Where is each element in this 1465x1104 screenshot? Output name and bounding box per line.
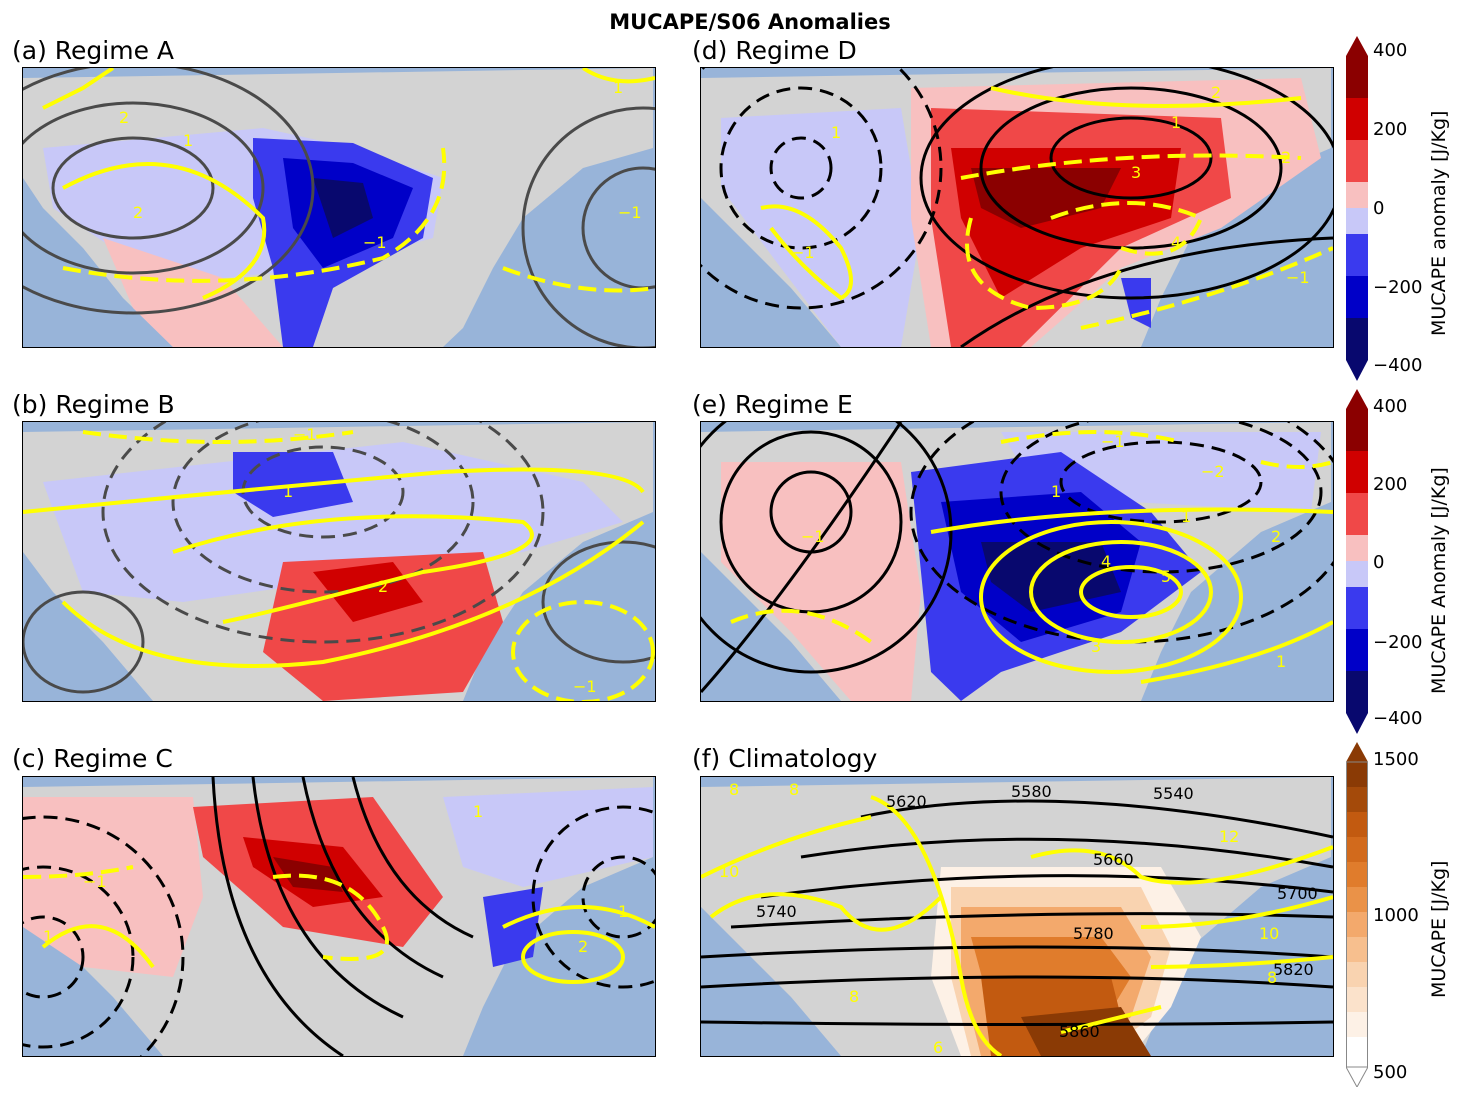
contour-label: 5860 bbox=[1059, 1022, 1100, 1041]
panel-f-title: (f) Climatology bbox=[692, 744, 878, 773]
contour-label: 1 bbox=[618, 902, 628, 921]
colorbar-tick: 200 bbox=[1373, 474, 1408, 495]
contour-label: 8 bbox=[1267, 968, 1277, 987]
contour-label: 1 bbox=[473, 802, 483, 821]
colorbar-anomaly-middle bbox=[1346, 389, 1368, 734]
colorbar-label: MUCAPE anomaly [J/Kg] bbox=[1428, 110, 1450, 336]
contour-label: 2 bbox=[578, 937, 588, 956]
contour-label: 10 bbox=[719, 862, 739, 881]
contour-label: 1 bbox=[1181, 507, 1191, 526]
contour-label: −1 bbox=[1286, 268, 1310, 287]
panel-c-title: (c) Regime C bbox=[12, 744, 173, 773]
contour-label: 5 bbox=[1161, 567, 1171, 586]
contour-label: 5700 bbox=[1277, 884, 1318, 903]
anomaly-darkest-blue bbox=[313, 178, 373, 238]
contour-label: 5820 bbox=[1273, 960, 1314, 979]
contour-label: 1 bbox=[1276, 652, 1286, 671]
map-panel-a: 2 1 1 2 −1 −1 bbox=[22, 67, 656, 348]
contour-label: −1 bbox=[83, 872, 107, 891]
map-panel-b: −1 1 2 −1 bbox=[22, 421, 656, 702]
colorbar-tick: 0 bbox=[1373, 552, 1385, 573]
colorbar-tick: 0 bbox=[1373, 198, 1385, 219]
contour-label: 5740 bbox=[756, 902, 797, 921]
contour-label: 2 bbox=[1271, 527, 1281, 546]
panel-a-title: (a) Regime A bbox=[12, 36, 174, 65]
contour-label: 5660 bbox=[1093, 850, 1134, 869]
panel-b-title: (b) Regime B bbox=[12, 390, 175, 419]
colorbar-tick: 1500 bbox=[1373, 749, 1419, 770]
contour-label: 4 bbox=[1171, 233, 1181, 252]
contour-label: 2 bbox=[119, 108, 129, 127]
contour-label: 1 bbox=[613, 78, 623, 97]
contour-label: −1 bbox=[1101, 432, 1125, 451]
colorbar-tick: 500 bbox=[1373, 1062, 1408, 1083]
contour-label: 5540 bbox=[1153, 784, 1194, 803]
map-panel-e: −1 −2 −1 1 4 5 3 2 1 1 bbox=[700, 421, 1334, 702]
contour-label: 3 bbox=[1091, 637, 1101, 656]
contour-label: 2 bbox=[378, 577, 388, 596]
contour-label: 5580 bbox=[1011, 782, 1052, 801]
panel-d-title: (d) Regime D bbox=[692, 36, 857, 65]
contour-label: 8 bbox=[849, 987, 859, 1006]
colorbar-tick: 400 bbox=[1373, 396, 1408, 417]
colorbar-tick: −400 bbox=[1373, 355, 1423, 376]
colorbar-tick: 1000 bbox=[1373, 905, 1419, 926]
contour-label: 2 bbox=[1281, 148, 1291, 167]
contour-label: 1 bbox=[831, 123, 841, 142]
colorbar-tick: −200 bbox=[1373, 632, 1423, 653]
contour-label: −1 bbox=[363, 233, 387, 252]
contour-label: −1 bbox=[573, 677, 597, 696]
colorbar-tick: 400 bbox=[1373, 40, 1408, 61]
contour-label: 1 bbox=[1051, 482, 1061, 501]
contour-label: 8 bbox=[729, 780, 739, 799]
contour-label: −1 bbox=[618, 203, 642, 222]
colorbar-tick: 200 bbox=[1373, 119, 1408, 140]
colorbar-label: MUCAPE Anomaly [J/Kg] bbox=[1428, 467, 1450, 694]
contour-label: 1 bbox=[283, 482, 293, 501]
contour-label: 1 bbox=[1171, 113, 1181, 132]
colorbar-tick: −400 bbox=[1373, 708, 1423, 729]
colorbar-tick: −200 bbox=[1373, 277, 1423, 298]
colorbar-climatology bbox=[1345, 742, 1369, 1089]
contour-label: 1 bbox=[43, 927, 53, 946]
contour-label: 5620 bbox=[886, 792, 927, 811]
contour-label: −1 bbox=[791, 243, 815, 262]
colorbar-label: MUCAPE [J/Kg] bbox=[1428, 860, 1450, 998]
contour-label: 1 bbox=[183, 131, 193, 150]
map-panel-c: −1 1 1 2 1 bbox=[22, 776, 656, 1057]
anomaly-pink bbox=[103, 238, 283, 347]
contour-label: 3 bbox=[1131, 163, 1141, 182]
contour-label: −1 bbox=[801, 527, 825, 546]
contour-label: 6 bbox=[933, 1038, 943, 1056]
colorbar-anomaly-top bbox=[1346, 36, 1368, 381]
map-panel-d: 1 2 1 −1 3 4 2 −1 bbox=[700, 67, 1334, 348]
contour-label: −2 bbox=[1201, 462, 1225, 481]
contour-label: 10 bbox=[1259, 924, 1279, 943]
contour-label: 2 bbox=[1211, 83, 1221, 102]
contour-label: 4 bbox=[1101, 552, 1111, 571]
contour-label: 5780 bbox=[1073, 924, 1114, 943]
contour-label: −1 bbox=[293, 425, 317, 444]
panel-e-title: (e) Regime E bbox=[692, 390, 853, 419]
contour-label: 8 bbox=[789, 780, 799, 799]
contour-label: 2 bbox=[133, 203, 143, 222]
contour-label: 12 bbox=[1219, 827, 1239, 846]
map-panel-f: 5620 5580 5540 5660 5700 5740 5780 5820 … bbox=[700, 776, 1334, 1057]
figure-title: MUCAPE/S06 Anomalies bbox=[609, 10, 891, 34]
